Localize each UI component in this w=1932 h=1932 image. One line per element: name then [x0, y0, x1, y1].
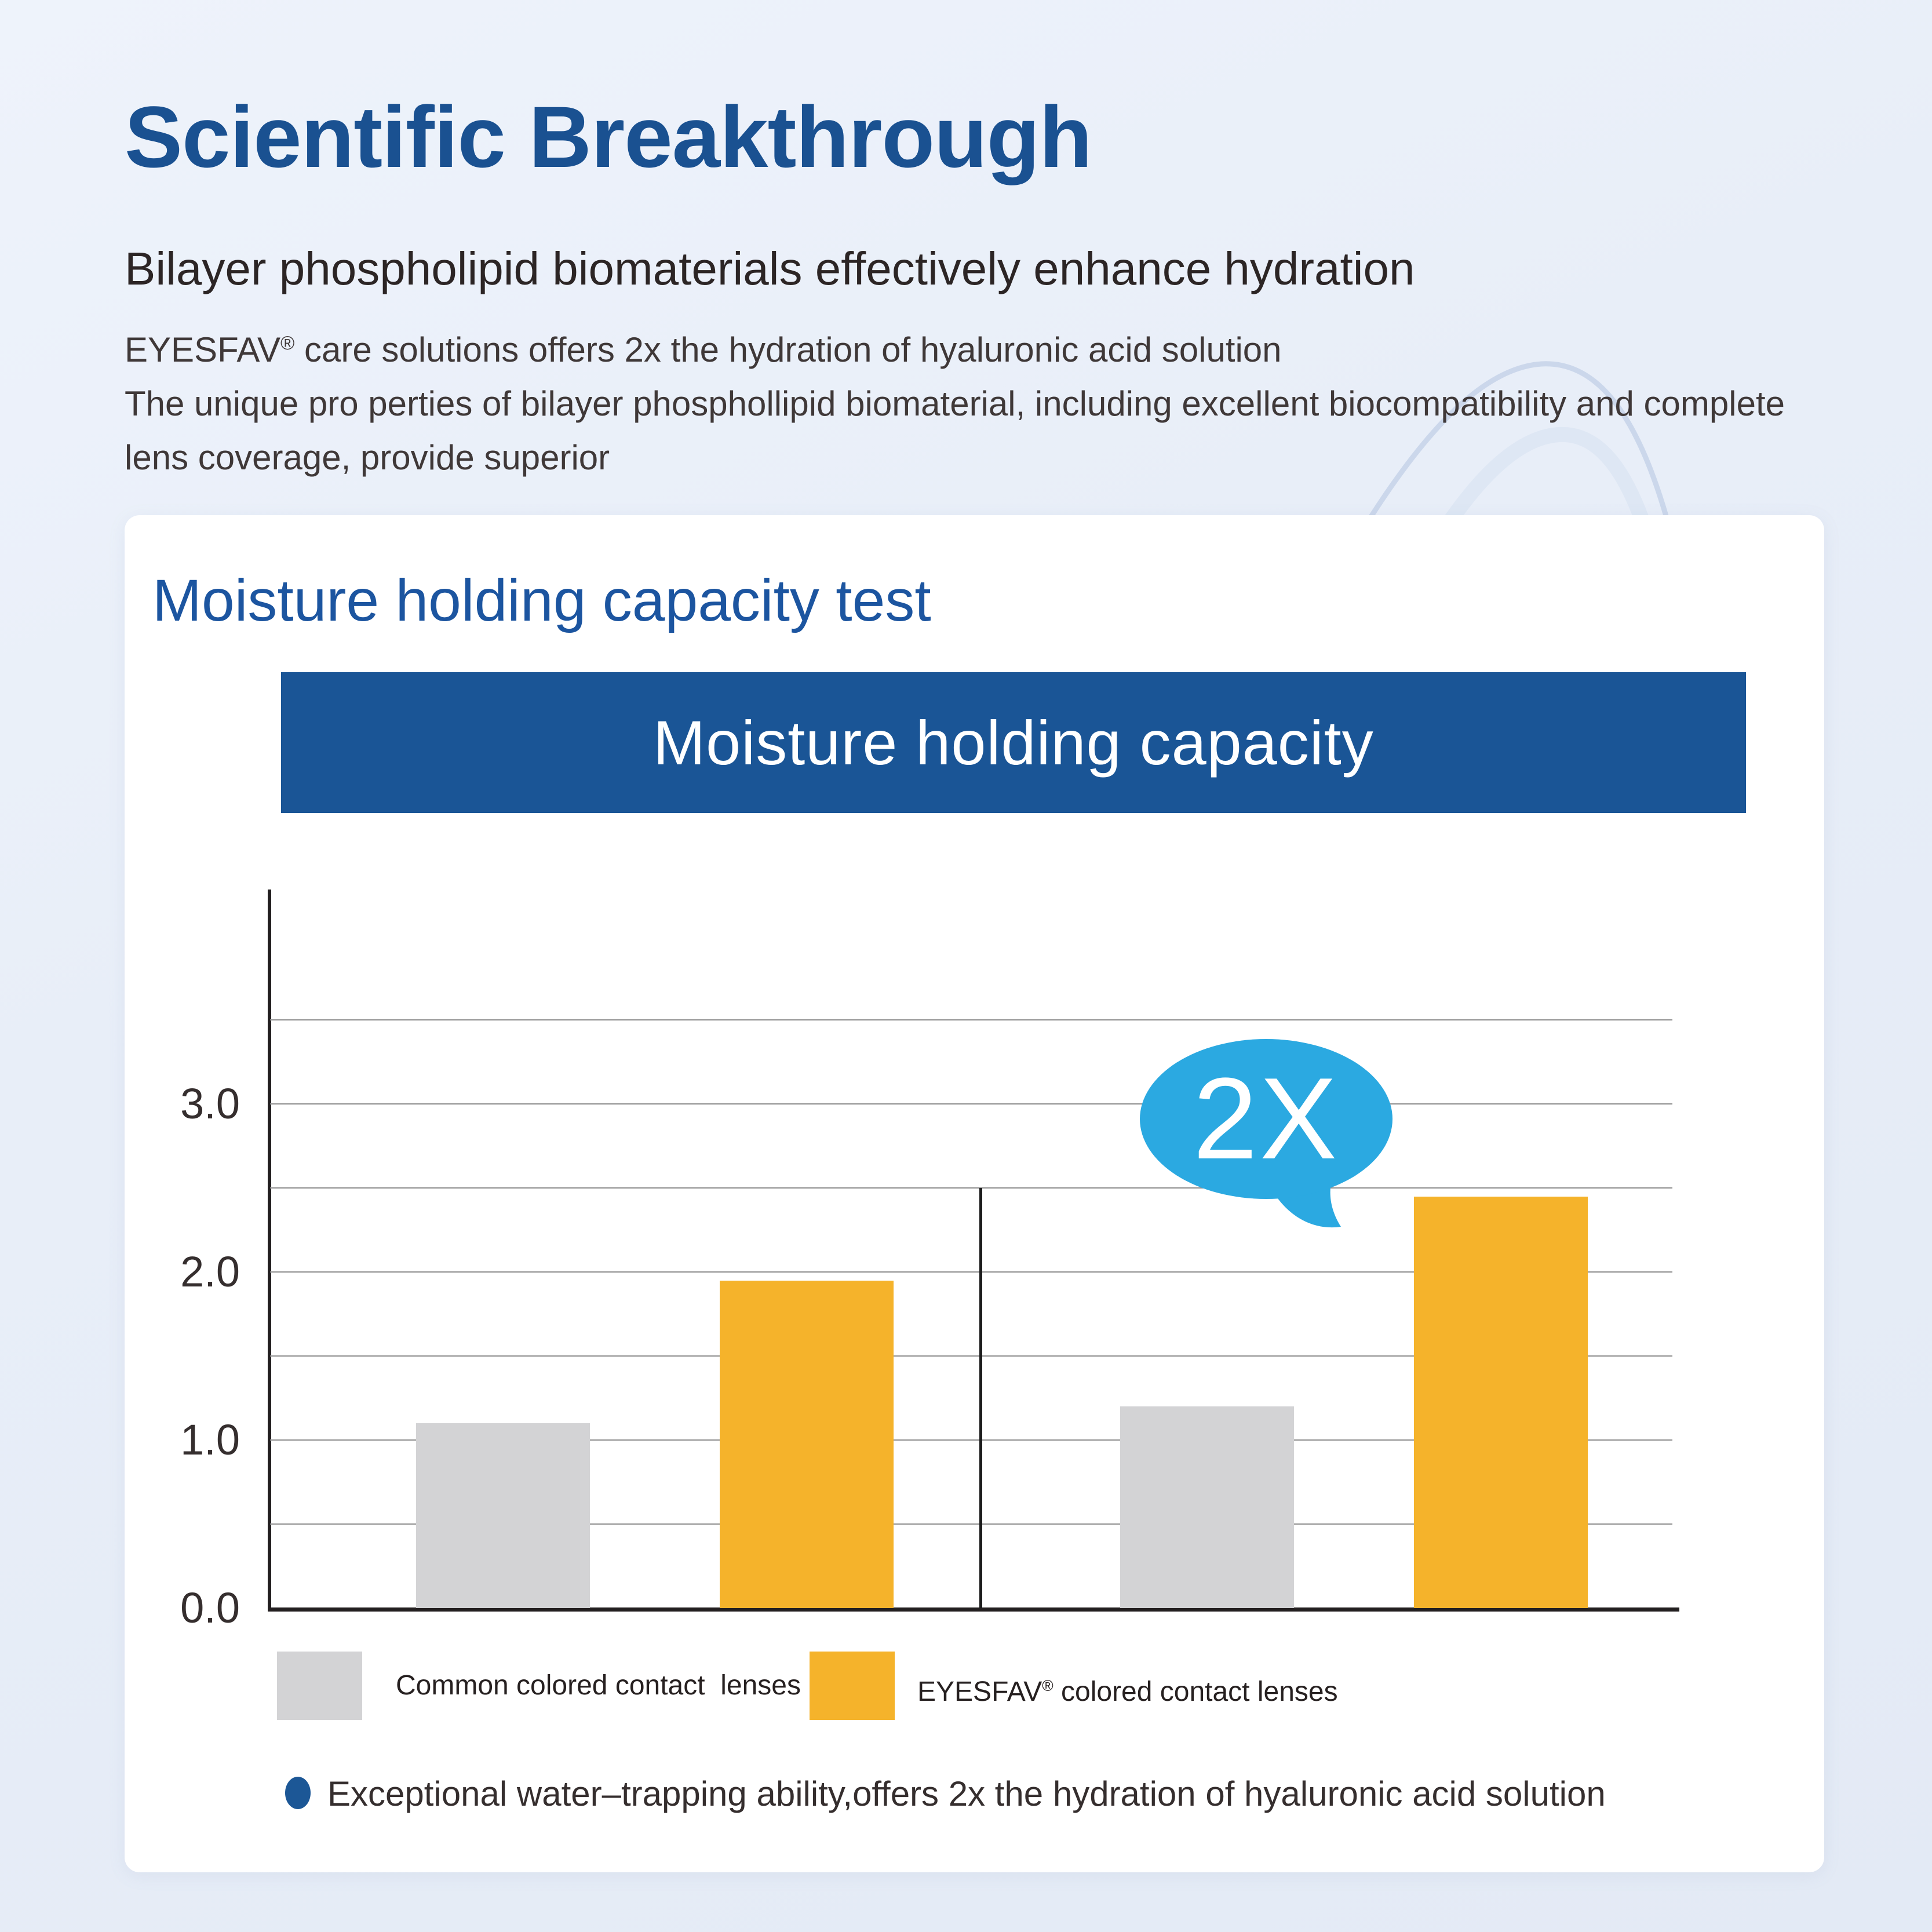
gridline — [270, 1523, 1672, 1525]
gridline — [270, 1187, 1672, 1189]
annotation-bubble-2x: 2X — [1140, 1039, 1393, 1199]
gridline — [270, 1271, 1672, 1273]
gridline — [270, 1355, 1672, 1357]
chart-banner-title: Moisture holding capacity — [653, 708, 1374, 778]
gridline — [270, 1439, 1672, 1441]
chart-banner: Moisture holding capacity — [281, 672, 1746, 813]
intro-paragraph: EYESFAV® care solutions offers 2x the hy… — [125, 316, 1785, 484]
chart-panel-title: Moisture holding capacity test — [152, 567, 931, 633]
legend-label-common: Common colored contact lenses — [396, 1670, 801, 1701]
x-axis-line — [268, 1607, 1679, 1612]
page-subtitle: Bilayer phospholipid biomaterials effect… — [125, 243, 1415, 294]
footnote-text: Exceptional water–trapping ability,offer… — [327, 1774, 1606, 1813]
y-tick-label: 3.0 — [180, 1080, 240, 1128]
bar-eyesfav-group2 — [1414, 1196, 1588, 1608]
bar-eyesfav-group1 — [720, 1280, 894, 1608]
bar-common-group2 — [1120, 1406, 1294, 1608]
intro-line-1: EYESFAV® care solutions offers 2x the hy… — [125, 330, 1282, 369]
page-title: Scientific Breakthrough — [125, 88, 1092, 185]
intro-line-3: lens coverage, provide superior — [125, 438, 610, 477]
y-tick-label: 2.0 — [180, 1248, 240, 1296]
annotation-2x-label: 2X — [1193, 1054, 1340, 1183]
bar-common-group1 — [416, 1423, 590, 1608]
y-tick-label: 0.0 — [180, 1584, 240, 1632]
bar-chart: 2X 0.0 1.0 2.0 3.0 — [180, 890, 1679, 1632]
group-divider-line — [979, 1188, 982, 1608]
gridline — [270, 1019, 1672, 1020]
bullet-dot-icon — [285, 1777, 311, 1809]
legend-label-eyesfav: EYESFAV® colored contact lenses — [917, 1676, 1338, 1707]
gridline — [270, 1103, 1672, 1104]
y-tick-label: 1.0 — [180, 1416, 240, 1464]
intro-line-2: The unique pro perties of bilayer phosph… — [125, 384, 1785, 423]
legend-swatch-eyesfav — [810, 1652, 895, 1720]
legend-swatch-common — [277, 1652, 362, 1720]
y-axis-line — [268, 890, 271, 1612]
